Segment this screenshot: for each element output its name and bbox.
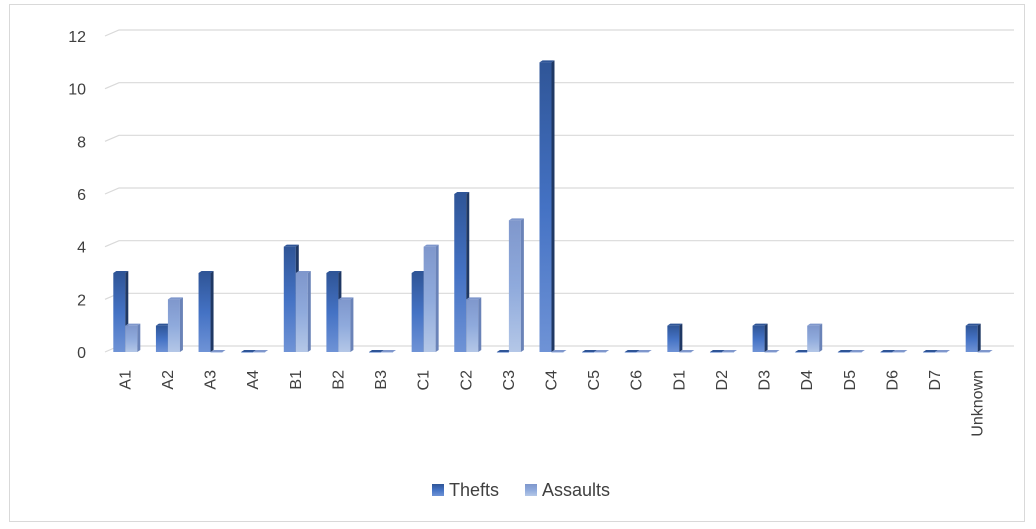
bar-assaults-a4: [253, 350, 269, 353]
bar-thefts-c5: [582, 350, 598, 353]
y-axis-ticks: 0 2 4 6 8 10 12: [68, 29, 86, 362]
gridline: [104, 29, 1014, 37]
x-tick-label: C1: [416, 370, 433, 391]
bar-assaults-b1: [295, 271, 311, 352]
x-tick-label: D3: [757, 370, 774, 391]
x-tick-label: D7: [927, 370, 944, 391]
x-tick-label: D1: [671, 370, 688, 391]
bar-assaults-a3: [210, 350, 226, 353]
legend-swatch: [432, 484, 444, 496]
legend-item-thefts: Thefts: [432, 480, 499, 500]
x-tick-label: D6: [884, 370, 901, 391]
bar-assaults-b3: [381, 350, 397, 353]
x-tick-label: Unknown: [970, 370, 987, 437]
x-tick-label: D5: [842, 370, 859, 391]
bar-assaults-d7: [935, 350, 951, 353]
bar-assaults-unknown: [977, 350, 993, 353]
bar-assaults-d1: [679, 350, 695, 353]
gridline: [104, 292, 1014, 300]
bar-assaults-c4: [551, 350, 567, 353]
x-tick-label: A3: [203, 370, 220, 390]
x-tick-label: C2: [458, 370, 475, 391]
bar-thefts-c4: [539, 60, 555, 352]
y-tick-label: 8: [77, 134, 86, 151]
gridline: [104, 82, 1014, 90]
x-tick-label: B1: [288, 370, 305, 390]
bar-assaults-c5: [594, 350, 610, 353]
bar-assaults-c1: [423, 244, 439, 352]
x-tick-label: A2: [160, 370, 177, 390]
bar-thefts-d7: [923, 350, 939, 353]
bar-assaults-c6: [636, 350, 652, 353]
bar-assaults-d3: [764, 350, 780, 353]
bar-thefts-c3: [496, 350, 512, 353]
x-tick-label: C5: [586, 370, 603, 391]
x-tick-label: D4: [799, 370, 816, 391]
bar-thefts-d2: [709, 350, 725, 353]
bar-assaults-c3: [508, 218, 524, 352]
legend-swatch: [525, 484, 537, 496]
y-tick-label: 6: [77, 187, 86, 204]
y-tick-label: 0: [77, 345, 86, 362]
bar-assaults-d6: [892, 350, 908, 353]
legend-label: Thefts: [449, 480, 499, 500]
x-tick-label: B3: [373, 370, 390, 390]
gridline: [104, 240, 1014, 248]
y-tick-label: 2: [77, 292, 86, 309]
bar-thefts-d1: [667, 323, 683, 352]
bar-thefts-d3: [752, 323, 768, 352]
y-tick-label: 12: [68, 29, 86, 46]
x-axis-ticks: A1 A2 A3 A4 B1 B2 B3 C1 C2 C3 C4 C5 C6 D1 D2 D3 D4 D5 D6 D7…: [117, 370, 986, 437]
y-tick-label: 4: [77, 240, 86, 257]
bar-assaults-a2: [167, 297, 183, 352]
bar-thefts-a4: [241, 350, 257, 353]
y-tick-label: 10: [68, 82, 86, 99]
legend-label: Assaults: [542, 480, 610, 500]
bar-assaults-d5: [849, 350, 865, 353]
bar-assaults-a1: [125, 323, 141, 352]
bar-thefts-unknown: [965, 323, 981, 352]
x-tick-label: B2: [330, 370, 347, 390]
x-tick-label: A1: [117, 370, 134, 390]
gridline: [104, 187, 1014, 195]
x-tick-label: C4: [544, 370, 561, 391]
bar-thefts-d6: [880, 350, 896, 353]
bars: [113, 60, 993, 353]
bar-thefts-d4: [795, 350, 811, 353]
x-tick-label: A4: [245, 370, 262, 390]
bar-assaults-b2: [338, 297, 354, 352]
x-tick-label: C6: [629, 370, 646, 391]
bar-thefts-d5: [837, 350, 853, 353]
bar-assaults-d4: [807, 323, 823, 352]
legend: Thefts Assaults: [432, 480, 610, 500]
bar-thefts-a3: [198, 271, 214, 352]
gridline: [104, 134, 1014, 142]
bar-assaults-d2: [721, 350, 737, 353]
x-tick-label: C3: [501, 370, 518, 391]
bar-assaults-c2: [466, 297, 482, 352]
x-tick-label: D2: [714, 370, 731, 391]
legend-item-assaults: Assaults: [525, 480, 610, 500]
bar-thefts-c6: [624, 350, 640, 353]
gridlines: [104, 29, 1014, 353]
bar-thefts-b3: [369, 350, 385, 353]
